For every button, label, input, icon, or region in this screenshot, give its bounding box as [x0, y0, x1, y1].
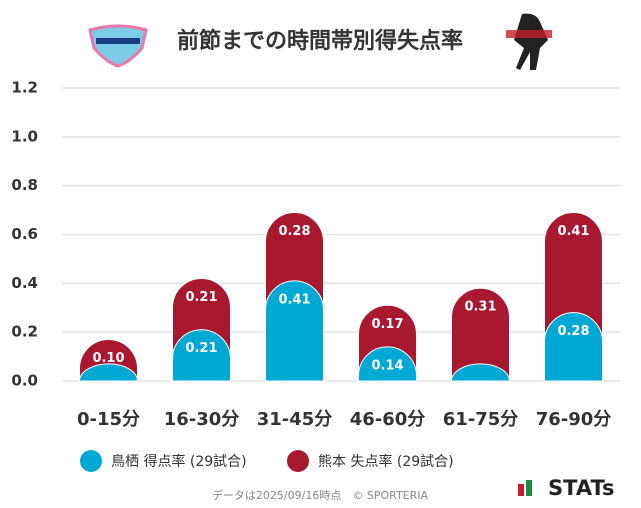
bar-segment	[544, 312, 603, 382]
y-tick-label: 1.2	[11, 79, 38, 97]
y-tick-label: 1.0	[11, 127, 38, 145]
x-tick-label: 46-60分	[350, 409, 426, 430]
x-tick-label: 16-30分	[164, 409, 240, 430]
legend-marker	[287, 450, 309, 472]
data-label: 0.10	[92, 351, 124, 366]
y-tick-label: 0.0	[11, 372, 38, 390]
x-tick-label: 31-45分	[257, 409, 333, 430]
bar-segment	[265, 280, 324, 382]
x-tick-label: 61-75分	[443, 409, 519, 430]
team-logo-away	[506, 13, 552, 70]
legend-label: 熊本 失点率 (29試合)	[318, 453, 454, 470]
bar-segment	[78, 363, 139, 382]
bar-segment	[451, 287, 510, 382]
y-tick-label: 0.2	[11, 323, 38, 341]
data-label: 0.28	[557, 324, 589, 339]
data-label: 0.41	[557, 224, 589, 239]
data-label: 0.17	[371, 317, 403, 332]
chart-title: 前節までの時間帯別得失点率	[177, 28, 463, 54]
data-label: 0.41	[278, 292, 310, 307]
data-label: 0.14	[371, 358, 403, 373]
data-label: 0.28	[278, 224, 310, 239]
y-tick-label: 0.8	[11, 176, 38, 194]
x-tick-label: 0-15分	[77, 409, 140, 430]
y-tick-label: 0.6	[11, 225, 38, 243]
brand: STATs	[548, 476, 614, 500]
data-label: 0.21	[185, 341, 217, 356]
y-tick-label: 0.4	[11, 274, 38, 292]
bar-segment	[172, 329, 231, 382]
bar-segment	[358, 346, 417, 382]
data-label: 0.21	[185, 290, 217, 305]
footer: データは2025/09/16時点 © SPORTERIA	[212, 488, 429, 502]
brand-logo: STATs	[518, 476, 614, 500]
x-tick-label: 76-90分	[536, 409, 612, 430]
legend-label: 鳥栖 得点率 (29試合)	[111, 453, 247, 470]
bar-segment	[450, 363, 511, 382]
team-logo-home	[88, 24, 148, 68]
data-label: 0.31	[464, 300, 496, 315]
legend-marker	[80, 450, 102, 472]
